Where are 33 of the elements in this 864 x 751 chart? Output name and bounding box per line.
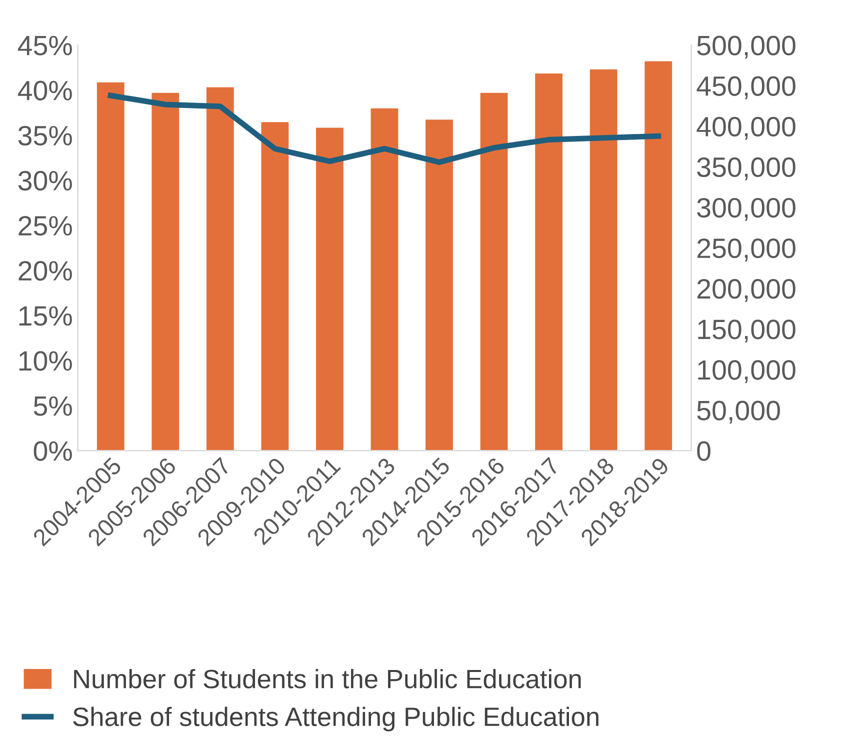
y2-tick-label: 150,000 <box>698 320 796 343</box>
y2-tick-label: 250,000 <box>697 238 796 262</box>
y-tick-label: 10% <box>19 351 72 371</box>
bar <box>590 69 618 451</box>
bar <box>644 61 672 451</box>
y2-tick-label: 100,000 <box>698 360 796 384</box>
bar <box>480 92 508 451</box>
y2-tick-label: 0 <box>697 441 710 461</box>
y2-tick-label: 300,000 <box>697 198 796 221</box>
bar <box>370 108 398 451</box>
bar <box>535 73 562 451</box>
legend-label: Number of Students in the Public Education <box>74 669 581 688</box>
y2-tick-label: 500,000 <box>697 36 796 59</box>
y2-tick-label: 350,000 <box>697 157 796 180</box>
bar <box>152 92 180 451</box>
y2-tick-label: 400,000 <box>696 116 796 140</box>
bar <box>261 122 289 451</box>
y-tick-label: 30% <box>18 170 72 191</box>
legend-label: Share of students Attending Public Education <box>73 706 598 732</box>
y-tick-label: 25% <box>18 216 72 236</box>
y2-tick-label: 200,000 <box>697 279 796 302</box>
y-tick-label: 15% <box>19 306 72 326</box>
y2-tick-label: 450,000 <box>696 76 796 100</box>
y-tick-label: 5% <box>34 396 72 416</box>
bar <box>426 120 453 451</box>
y-tick-label: 35% <box>18 126 72 146</box>
y-tick-label: 40% <box>18 80 72 100</box>
bar <box>316 128 344 451</box>
bar <box>206 87 234 451</box>
y-tick-label: 20% <box>18 261 72 281</box>
y2-tick-label: 50,000 <box>697 400 780 424</box>
bar <box>96 82 124 451</box>
y-tick-label: 45% <box>18 36 72 56</box>
